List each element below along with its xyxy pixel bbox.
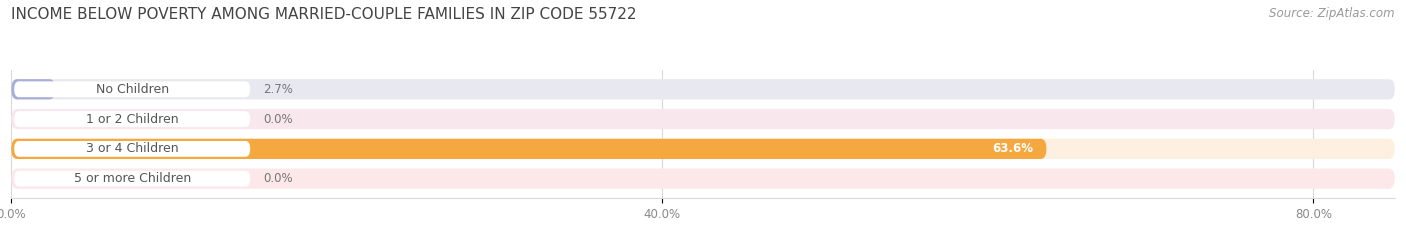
FancyBboxPatch shape bbox=[11, 79, 55, 99]
FancyBboxPatch shape bbox=[14, 111, 250, 127]
FancyBboxPatch shape bbox=[11, 79, 1395, 99]
Text: 5 or more Children: 5 or more Children bbox=[73, 172, 191, 185]
Text: 0.0%: 0.0% bbox=[263, 172, 294, 185]
Text: Source: ZipAtlas.com: Source: ZipAtlas.com bbox=[1270, 7, 1395, 20]
Text: No Children: No Children bbox=[96, 83, 169, 96]
Text: INCOME BELOW POVERTY AMONG MARRIED-COUPLE FAMILIES IN ZIP CODE 55722: INCOME BELOW POVERTY AMONG MARRIED-COUPL… bbox=[11, 7, 637, 22]
FancyBboxPatch shape bbox=[14, 81, 250, 97]
FancyBboxPatch shape bbox=[11, 139, 1046, 159]
FancyBboxPatch shape bbox=[11, 109, 1395, 129]
FancyBboxPatch shape bbox=[11, 139, 1395, 159]
Text: 0.0%: 0.0% bbox=[263, 113, 294, 126]
FancyBboxPatch shape bbox=[14, 171, 250, 187]
Text: 1 or 2 Children: 1 or 2 Children bbox=[86, 113, 179, 126]
FancyBboxPatch shape bbox=[11, 168, 1395, 189]
Text: 2.7%: 2.7% bbox=[263, 83, 294, 96]
Text: 3 or 4 Children: 3 or 4 Children bbox=[86, 142, 179, 155]
FancyBboxPatch shape bbox=[14, 141, 250, 157]
Text: 63.6%: 63.6% bbox=[993, 142, 1033, 155]
